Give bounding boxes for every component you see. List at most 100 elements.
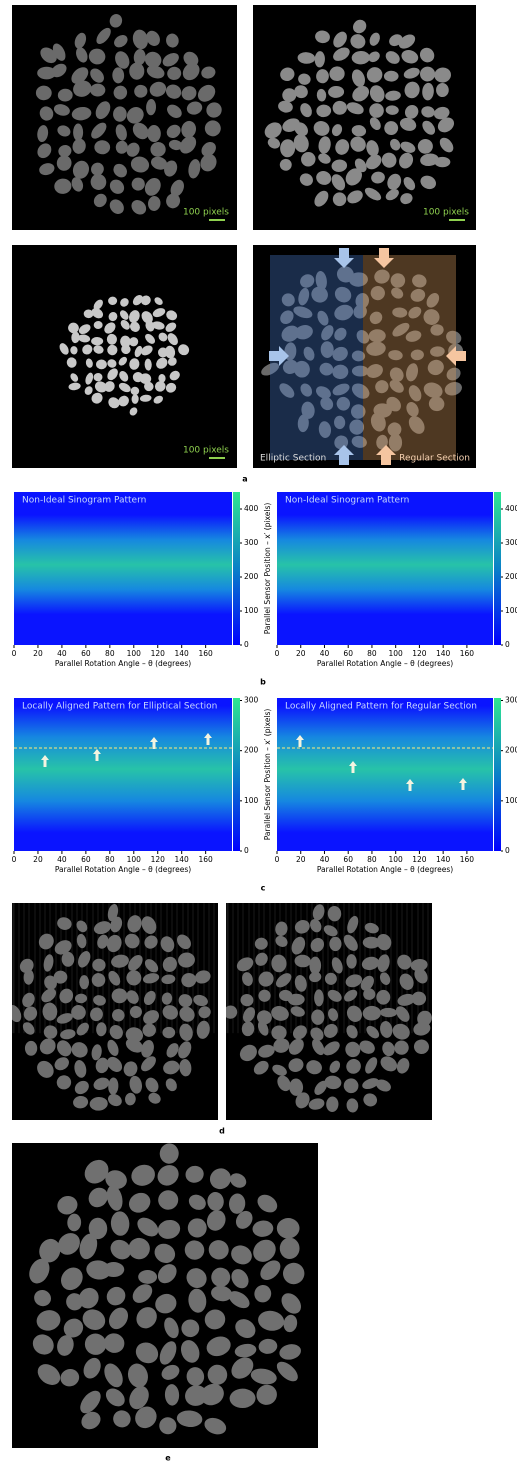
particle — [165, 382, 177, 393]
particle — [176, 1410, 203, 1428]
x-tick-label: 60 — [343, 855, 353, 864]
particle — [311, 286, 328, 303]
particle — [95, 101, 111, 120]
particle — [136, 1307, 157, 1329]
particle — [328, 85, 345, 98]
particle — [61, 951, 75, 967]
particle — [200, 1383, 224, 1406]
particle — [162, 1005, 178, 1020]
particle — [400, 141, 416, 153]
particle — [321, 325, 334, 341]
colorbar — [494, 698, 501, 851]
streak — [160, 903, 162, 1034]
particle — [71, 177, 84, 192]
particle — [310, 1027, 324, 1041]
particle — [413, 1021, 431, 1036]
particle — [204, 1417, 227, 1435]
particles — [29, 1143, 305, 1435]
particle — [366, 1025, 380, 1039]
x-axis-label: Parallel Rotation Angle – θ (degrees) — [317, 659, 453, 668]
particle — [57, 125, 71, 137]
particle — [294, 85, 308, 99]
particle — [430, 346, 445, 357]
streak — [208, 903, 210, 1034]
particle — [139, 373, 152, 384]
particle — [43, 954, 54, 972]
colorbar-tick-label: 0 — [244, 640, 249, 649]
marker-arrow — [406, 779, 414, 791]
particle — [164, 160, 178, 177]
streak — [13, 903, 15, 1034]
x-tick-label: 140 — [436, 649, 451, 658]
particle — [298, 287, 310, 306]
particle — [105, 1388, 125, 1407]
particle — [56, 155, 72, 171]
x-tick-label: 40 — [320, 855, 330, 864]
particles — [226, 903, 432, 1113]
particle — [250, 1368, 277, 1385]
particle — [118, 395, 129, 407]
particle — [138, 1270, 158, 1284]
streak — [327, 903, 329, 1034]
particle — [311, 1009, 325, 1025]
particle — [60, 1029, 76, 1040]
particle — [292, 1025, 307, 1040]
x-tick-label: 140 — [175, 855, 190, 864]
particle — [400, 193, 413, 205]
particle — [152, 308, 166, 318]
particle — [83, 1357, 101, 1379]
particle — [375, 1079, 391, 1092]
particle — [111, 954, 129, 968]
particle — [417, 138, 433, 154]
particle — [369, 32, 380, 46]
particle — [276, 1361, 298, 1382]
streak — [269, 903, 271, 1034]
x-tick-label: 40 — [57, 855, 67, 864]
particle — [379, 1007, 398, 1018]
particle — [396, 1058, 410, 1074]
particle — [91, 1044, 102, 1061]
particle — [35, 85, 52, 101]
particle — [446, 330, 462, 345]
colorbar-tick-label: 400 — [505, 504, 517, 513]
particle — [180, 1340, 200, 1363]
particle — [129, 337, 139, 347]
particle — [401, 50, 419, 64]
particle — [281, 293, 295, 307]
colorbar-tick-label: 100 — [244, 606, 259, 615]
x-tick-label: 160 — [460, 649, 475, 658]
particle — [324, 972, 337, 985]
streak — [295, 903, 297, 1034]
particles — [12, 903, 215, 1111]
particle — [411, 991, 427, 1006]
colorbar-tick-label: 100 — [505, 796, 517, 805]
particle — [300, 383, 313, 397]
particle — [331, 174, 346, 191]
particle — [165, 1078, 177, 1092]
particle — [112, 1009, 125, 1022]
particle — [368, 51, 380, 63]
particle — [388, 433, 403, 452]
arrow — [376, 445, 396, 465]
sinogram-band — [14, 514, 232, 615]
particle — [162, 52, 179, 67]
image-background — [12, 245, 237, 468]
particle — [382, 1041, 395, 1057]
particle — [96, 359, 107, 370]
colorbar-tick-label: 300 — [505, 696, 517, 705]
streak — [197, 903, 199, 1034]
particle — [385, 189, 399, 201]
x-tick-label: 20 — [33, 649, 43, 658]
particle — [106, 1286, 126, 1306]
particle — [104, 322, 116, 334]
particle — [159, 1341, 177, 1365]
x-tick-label: 140 — [175, 649, 190, 658]
particle — [73, 80, 92, 97]
particle — [142, 1023, 156, 1037]
particle — [351, 69, 365, 88]
particle — [135, 1342, 159, 1364]
particle — [185, 1165, 204, 1183]
particle — [38, 933, 54, 950]
particle — [95, 1057, 109, 1074]
colorbar-tick-label: 300 — [505, 538, 517, 547]
